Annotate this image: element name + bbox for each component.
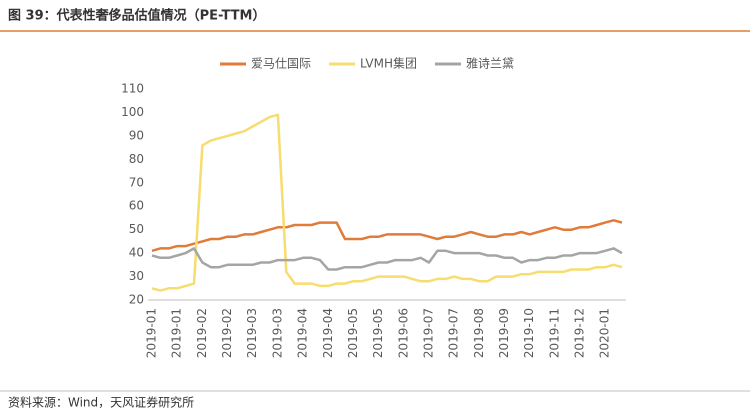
x-tick-label: 2019-01 (145, 308, 159, 358)
legend-label: 雅诗兰黛 (466, 56, 514, 71)
x-tick-label: 2019-09 (497, 308, 511, 358)
legend-label: 爱马仕国际 (251, 57, 311, 71)
x-tick-label: 2020-01 (598, 308, 612, 358)
y-tick-label: 70 (129, 175, 144, 189)
series-line (151, 247, 623, 271)
x-tick-label: 2019-03 (270, 308, 284, 358)
y-tick-label: 20 (129, 293, 144, 307)
y-tick-label: 110 (121, 82, 144, 96)
y-tick-label: 100 (121, 105, 144, 119)
y-tick-label: 30 (129, 269, 144, 283)
x-tick-label: 2019-01 (170, 308, 184, 358)
series-line (151, 219, 623, 253)
x-tick-label: 2019-07 (421, 308, 435, 358)
x-tick-label: 2019-11 (547, 308, 561, 358)
x-tick-label: 2019-12 (573, 308, 587, 358)
y-tick-label: 50 (129, 222, 144, 236)
source: 资料来源：Wind，天风证券研究所 (8, 395, 194, 410)
x-tick-label: 2019-02 (220, 308, 234, 358)
y-tick-label: 60 (129, 199, 144, 213)
x-tick-label: 2019-08 (472, 308, 486, 358)
y-tick-label: 40 (129, 246, 144, 260)
x-tick-label: 2019-07 (447, 308, 461, 358)
y-tick-label: 90 (129, 128, 144, 142)
x-tick-label: 2019-03 (245, 308, 259, 358)
x-tick-label: 2019-05 (371, 308, 385, 358)
series-line (151, 113, 623, 292)
legend-label: LVMH集团 (360, 56, 417, 71)
x-tick-label: 2019-05 (346, 308, 360, 358)
x-tick-label: 2019-04 (296, 308, 310, 358)
chart-title: 图 39：代表性奢侈品估值情况（PE-TTM） (8, 8, 265, 24)
x-tick-label: 2019-04 (321, 308, 335, 358)
x-tick-label: 2019-02 (195, 308, 209, 358)
x-tick-label: 2019-06 (396, 308, 410, 358)
y-tick-label: 80 (129, 152, 144, 166)
x-tick-label: 2019-10 (522, 308, 536, 358)
